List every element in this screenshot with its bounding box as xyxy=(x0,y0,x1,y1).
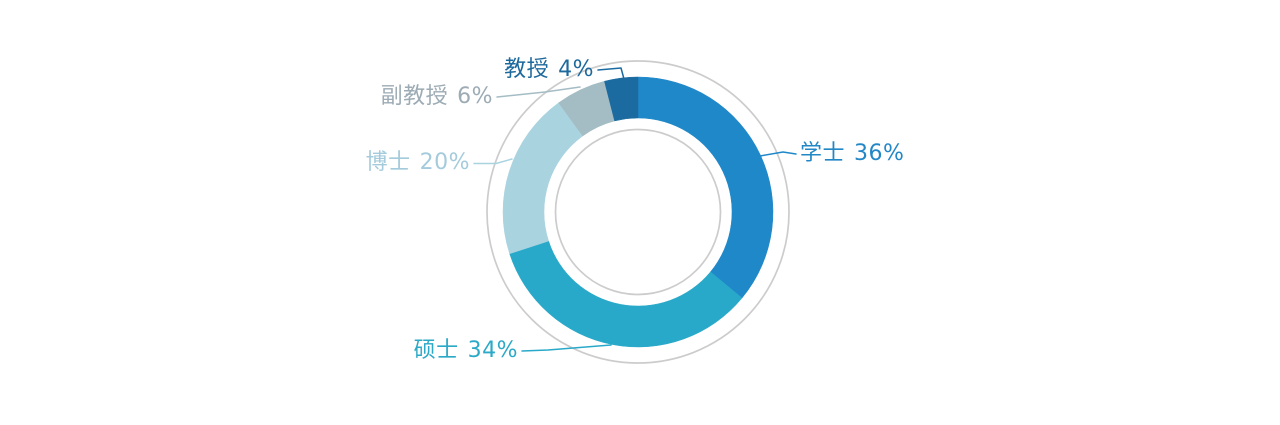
pie-label-1: 硕士 34% xyxy=(414,340,518,362)
pie-label-name: 硕士 xyxy=(413,338,459,363)
pie-label-2: 博士 20% xyxy=(366,152,470,174)
pie-label-3: 副教授 6% xyxy=(381,86,493,108)
pie-leader-line-1 xyxy=(521,344,612,352)
guide-circle-outer xyxy=(486,60,790,364)
pie-label-name: 教授 xyxy=(504,57,550,82)
pie-label-percent: 34% xyxy=(467,338,518,363)
pie-slice-1[interactable] xyxy=(509,240,743,348)
pie-label-percent: 4% xyxy=(558,57,594,82)
pie-label-percent: 20% xyxy=(419,150,470,175)
pie-leader-line-0 xyxy=(759,151,797,157)
pie-label-name: 副教授 xyxy=(380,84,449,109)
guide-circle-inner xyxy=(554,128,722,296)
pie-label-percent: 6% xyxy=(457,84,493,109)
pie-label-name: 学士 xyxy=(800,141,846,166)
pie-leader-line-4 xyxy=(597,67,625,80)
pie-label-0: 学士 36% xyxy=(800,143,904,165)
pie-label-name: 博士 xyxy=(365,150,411,175)
pie-leader-line-2 xyxy=(473,158,513,165)
pie-slice-0[interactable] xyxy=(637,76,774,299)
pie-label-percent: 36% xyxy=(854,141,905,166)
pie-label-4: 教授 4% xyxy=(504,59,594,81)
pie-leader-line-3 xyxy=(496,86,581,98)
pie-slice-4[interactable] xyxy=(604,76,639,122)
